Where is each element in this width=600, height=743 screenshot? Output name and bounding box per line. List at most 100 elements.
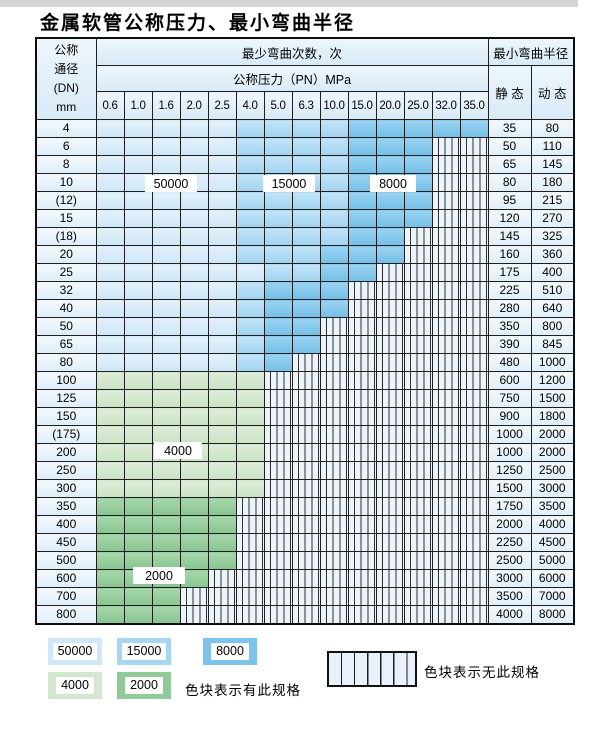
no-spec-cell [319,335,349,354]
dn-column-header: 公称 通径 (DN) mm [35,37,97,120]
pressure-title-header: 公称压力（PN）MPa [95,65,489,92]
dn-header-line: (DN) [53,81,79,95]
spec-cell [207,533,237,552]
spec-cell [95,263,125,282]
spec-cell [179,497,209,516]
no-spec-cell [291,461,321,480]
no-spec-cell [403,587,433,606]
no-spec-cell [403,317,433,336]
table-row: (12) 95 215 [35,191,575,210]
no-spec-cell [403,569,433,588]
table-row: 700 3500 7000 [35,587,575,606]
spec-cell [319,155,349,174]
dn-cell: 10 [35,173,97,192]
no-spec-cell [459,605,489,625]
spec-cell [263,317,293,336]
no-spec-cell [207,587,237,606]
spec-cell [235,461,265,480]
static-radius-cell: 120 [487,209,532,228]
spec-cell [95,281,125,300]
legend-label-15000: 15000 [121,643,167,660]
no-spec-cell [347,569,377,588]
dn-cell: 20 [35,245,97,264]
spec-cell [319,299,349,318]
dynamic-radius-cell: 360 [530,245,575,264]
spec-cell [207,209,237,228]
spec-cell [151,263,181,282]
no-spec-cell [431,299,461,318]
dn-cell: 4 [35,119,97,138]
spec-cell [291,245,321,264]
no-spec-cell [403,227,433,246]
spec-cell [95,389,125,408]
legend-swatch-4000: 4000 [48,672,102,699]
static-radius-cell: 35 [487,119,532,138]
no-spec-cell [263,497,293,516]
spec-cell [95,353,125,372]
no-spec-cell [459,479,489,498]
static-radius-cell: 95 [487,191,532,210]
no-spec-cell [375,389,405,408]
static-radius-cell: 2250 [487,533,532,552]
no-spec-cell [347,407,377,426]
spec-cell [263,353,293,372]
no-spec-cell [431,587,461,606]
spec-cell [235,281,265,300]
spec-cell [235,443,265,462]
no-spec-cell [347,425,377,444]
spec-cell [95,569,125,588]
dynamic-radius-cell: 7000 [530,587,575,606]
dn-cell: 80 [35,353,97,372]
dn-cell: 300 [35,479,97,498]
static-radius-cell: 2000 [487,515,532,534]
dn-cell: 6 [35,137,97,156]
pressure-value-header: 15.0 [347,91,377,120]
no-spec-cell [459,317,489,336]
pressure-values-row: 0.6 1.0 1.6 2.0 2.5 4.0 5.0 6.3 10.0 15.0 20.0 25.0… [36,91,574,120]
no-spec-cell [403,371,433,390]
dn-cell: 450 [35,533,97,552]
spec-cell [123,605,153,625]
static-radius-cell: 160 [487,245,532,264]
dynamic-radius-cell: 145 [530,155,575,174]
spec-cell [347,245,377,264]
spec-cell [235,191,265,210]
no-spec-cell [431,137,461,156]
no-spec-cell [319,407,349,426]
static-radius-cell: 1000 [487,425,532,444]
spec-cell [151,353,181,372]
no-spec-cell [347,353,377,372]
spec-cell [123,191,153,210]
static-radius-cell: 1500 [487,479,532,498]
spec-cell [207,137,237,156]
pressure-value-header: 6.3 [291,91,321,120]
no-spec-cell [291,389,321,408]
cycles-label-15000: 15000 [263,175,315,192]
spec-cell [235,425,265,444]
table-row: 300 1500 3000 [35,479,575,498]
dynamic-radius-cell: 4500 [530,533,575,552]
no-spec-cell [263,443,293,462]
static-radius-cell: 350 [487,317,532,336]
pressure-value-header: 1.0 [123,91,153,120]
spec-cell [291,281,321,300]
spec-cell [151,227,181,246]
static-radius-cell: 2500 [487,551,532,570]
static-radius-cell: 80 [487,173,532,192]
spec-cell [347,173,377,192]
legend-label-8000: 8000 [211,643,249,660]
spec-cell [207,191,237,210]
spec-cell [151,119,181,138]
no-spec-cell [375,515,405,534]
spec-cell [403,155,433,174]
dn-cell: 250 [35,461,97,480]
no-spec-cell [431,551,461,570]
spec-cell [151,245,181,264]
no-spec-cell [291,587,321,606]
no-spec-cell [403,263,433,282]
legend-has-spec-text: 色块表示有此规格 [185,683,301,698]
spec-cell [151,317,181,336]
spec-cell [151,605,181,625]
no-spec-cell [375,335,405,354]
no-spec-cell [375,371,405,390]
